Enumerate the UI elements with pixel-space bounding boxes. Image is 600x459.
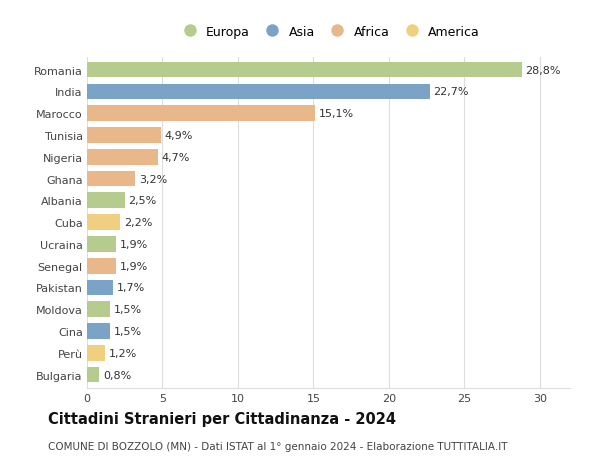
Bar bbox=[87, 236, 116, 252]
Bar bbox=[87, 345, 105, 361]
Text: 1,9%: 1,9% bbox=[119, 261, 148, 271]
Bar bbox=[87, 302, 110, 318]
Text: 2,2%: 2,2% bbox=[124, 218, 152, 228]
Bar bbox=[87, 171, 136, 187]
Bar bbox=[87, 193, 125, 209]
Text: 0,8%: 0,8% bbox=[103, 370, 131, 380]
Bar bbox=[87, 280, 113, 296]
Text: 28,8%: 28,8% bbox=[526, 66, 561, 75]
Bar bbox=[87, 258, 116, 274]
Bar bbox=[87, 128, 161, 144]
Legend: Europa, Asia, Africa, America: Europa, Asia, Africa, America bbox=[172, 21, 485, 44]
Bar bbox=[87, 150, 158, 165]
Bar bbox=[87, 367, 99, 383]
Text: 4,9%: 4,9% bbox=[165, 131, 193, 140]
Text: 22,7%: 22,7% bbox=[433, 87, 469, 97]
Text: 1,9%: 1,9% bbox=[119, 239, 148, 249]
Text: 3,2%: 3,2% bbox=[139, 174, 167, 184]
Bar bbox=[87, 84, 430, 100]
Text: 1,5%: 1,5% bbox=[113, 305, 142, 314]
Bar bbox=[87, 106, 315, 122]
Bar bbox=[87, 62, 522, 78]
Bar bbox=[87, 324, 110, 339]
Text: 15,1%: 15,1% bbox=[319, 109, 354, 119]
Text: 1,2%: 1,2% bbox=[109, 348, 137, 358]
Text: 4,7%: 4,7% bbox=[162, 152, 190, 162]
Text: COMUNE DI BOZZOLO (MN) - Dati ISTAT al 1° gennaio 2024 - Elaborazione TUTTITALIA: COMUNE DI BOZZOLO (MN) - Dati ISTAT al 1… bbox=[48, 441, 508, 451]
Text: Cittadini Stranieri per Cittadinanza - 2024: Cittadini Stranieri per Cittadinanza - 2… bbox=[48, 411, 396, 426]
Text: 1,7%: 1,7% bbox=[116, 283, 145, 293]
Text: 2,5%: 2,5% bbox=[128, 196, 157, 206]
Bar bbox=[87, 215, 120, 230]
Text: 1,5%: 1,5% bbox=[113, 326, 142, 336]
